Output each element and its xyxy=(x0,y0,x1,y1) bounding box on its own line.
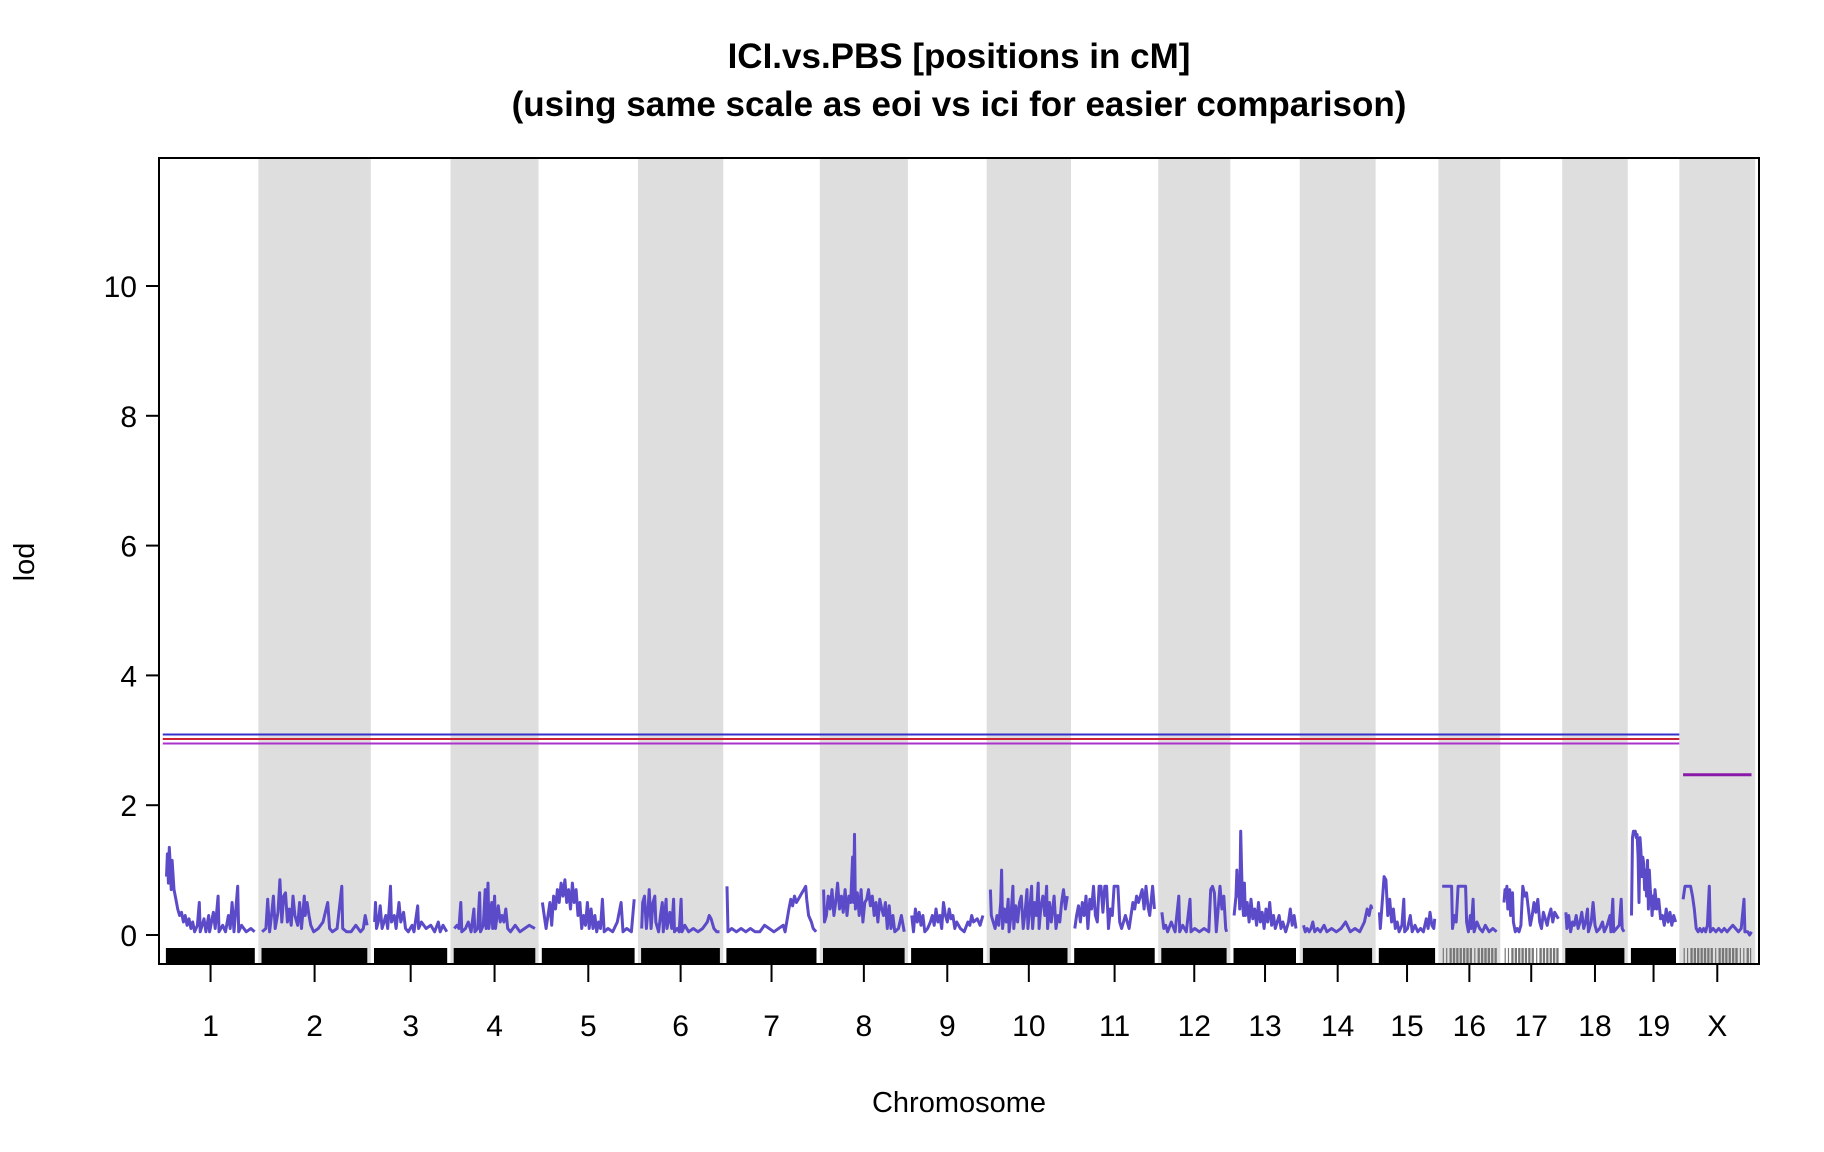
lod-curve-chr-7 xyxy=(725,884,818,934)
x-tick-label-X: X xyxy=(1707,1010,1727,1043)
x-tick-label-18: 18 xyxy=(1578,1010,1611,1043)
marker-rug-chr-2 xyxy=(261,948,368,965)
marker-rug-chr-12 xyxy=(1161,948,1227,965)
plot-frame xyxy=(158,157,1760,965)
marker-rug-chr-16 xyxy=(1442,948,1497,965)
marker-rug-chr-X xyxy=(1683,948,1752,965)
lod-curve-chr-11 xyxy=(1073,884,1156,930)
x-tick-label-14: 14 xyxy=(1321,1010,1354,1043)
x-tick-label-15: 15 xyxy=(1390,1010,1423,1043)
marker-rug-chr-17 xyxy=(1504,948,1559,965)
shade-band-chr-2 xyxy=(258,158,371,964)
x-tick-label-7: 7 xyxy=(763,1010,780,1043)
marker-rug-chr-3 xyxy=(374,948,448,965)
marker-rug-chr-10 xyxy=(989,948,1068,965)
lod-curve-chr-18 xyxy=(1564,897,1626,934)
marker-rug-chr-14 xyxy=(1302,948,1373,965)
y-tick-label-6: 6 xyxy=(120,531,137,564)
marker-rug-chr-9 xyxy=(911,948,984,965)
x-tick-label-13: 13 xyxy=(1248,1010,1281,1043)
x-tick-label-10: 10 xyxy=(1012,1010,1045,1043)
marker-rug-chr-6 xyxy=(641,948,720,965)
x-tick-label-8: 8 xyxy=(856,1010,873,1043)
y-tick-label-2: 2 xyxy=(120,790,137,823)
significance-thresholds xyxy=(162,733,1752,777)
lod-curve-chr-5 xyxy=(540,878,636,934)
marker-rug-chr-19 xyxy=(1630,948,1676,965)
marker-rug-chr-15 xyxy=(1378,948,1436,965)
marker-rug-chr-7 xyxy=(726,948,817,965)
marker-rug-chr-13 xyxy=(1233,948,1296,965)
lod-curve-chr-10 xyxy=(988,868,1069,934)
shade-band-chr-X xyxy=(1679,158,1756,964)
chromosome-shading xyxy=(258,158,1756,964)
x-axis: 1 2 3 4 5 6 7 8 9 10 11 12 13 14 15 16 17 18 19 X xyxy=(202,964,1727,1043)
x-tick-label-19: 19 xyxy=(1637,1010,1670,1043)
marker-rug-chr-1 xyxy=(165,948,255,965)
shade-band-chr-10 xyxy=(986,158,1072,964)
x-tick-label-12: 12 xyxy=(1178,1010,1211,1043)
lod-curve-chr-13 xyxy=(1232,829,1298,934)
shade-band-chr-6 xyxy=(637,158,724,964)
lod-curve-chr-8 xyxy=(822,832,906,934)
lod-curve-chr-14 xyxy=(1302,904,1374,934)
shade-band-chr-12 xyxy=(1158,158,1231,964)
y-axis: 0 2 4 6 8 10 xyxy=(104,271,159,953)
lod-curve-chr-2 xyxy=(261,878,369,934)
x-tick-label-11: 11 xyxy=(1099,1010,1130,1043)
lod-curve-chr-X xyxy=(1681,884,1753,937)
lod-curves xyxy=(165,829,1753,937)
shade-band-chr-14 xyxy=(1299,158,1376,964)
marker-rug-chr-4 xyxy=(453,948,536,965)
x-tick-label-5: 5 xyxy=(580,1010,597,1043)
shade-band-chr-4 xyxy=(450,158,539,964)
lod-curve-chr-12 xyxy=(1160,884,1229,934)
shade-band-chr-18 xyxy=(1562,158,1628,964)
marker-rug xyxy=(165,948,1752,965)
x-axis-title: Chromosome xyxy=(872,1087,1046,1119)
lod-curve-chr-6 xyxy=(640,888,720,934)
chart-title: ICI.vs.PBS [positions in cM] xyxy=(728,37,1191,76)
marker-rug-chr-8 xyxy=(823,948,905,965)
x-tick-label-9: 9 xyxy=(939,1010,956,1043)
y-tick-label-0: 0 xyxy=(120,920,137,953)
y-tick-label-4: 4 xyxy=(120,660,137,693)
lod-curve-chr-15 xyxy=(1377,875,1437,934)
x-tick-label-3: 3 xyxy=(402,1010,419,1043)
x-tick-label-1: 1 xyxy=(202,1010,219,1043)
marker-rug-chr-18 xyxy=(1565,948,1625,965)
shade-band-chr-16 xyxy=(1438,158,1501,964)
x-tick-label-6: 6 xyxy=(672,1010,689,1043)
y-tick-label-10: 10 xyxy=(104,271,137,304)
lod-curve-chr-17 xyxy=(1502,884,1560,934)
lod-curve-chr-3 xyxy=(373,884,449,934)
lod-curve-chr-19 xyxy=(1630,829,1678,927)
lod-curve-chr-16 xyxy=(1442,884,1498,934)
lod-curve-chr-1 xyxy=(165,845,256,934)
x-tick-label-16: 16 xyxy=(1453,1010,1486,1043)
lod-curve-chr-4 xyxy=(453,881,536,934)
marker-rug-chr-5 xyxy=(541,948,635,965)
marker-rug-chr-11 xyxy=(1074,948,1155,965)
chart-subtitle: (using same scale as eoi vs ici for easi… xyxy=(512,85,1407,124)
shade-band-chr-8 xyxy=(819,158,908,964)
x-tick-label-2: 2 xyxy=(306,1010,323,1043)
lod-curve-chr-9 xyxy=(910,901,985,934)
y-tick-label-8: 8 xyxy=(120,401,137,434)
x-tick-label-17: 17 xyxy=(1515,1010,1548,1043)
x-tick-label-4: 4 xyxy=(486,1010,503,1043)
y-axis-title: lod xyxy=(9,543,41,582)
